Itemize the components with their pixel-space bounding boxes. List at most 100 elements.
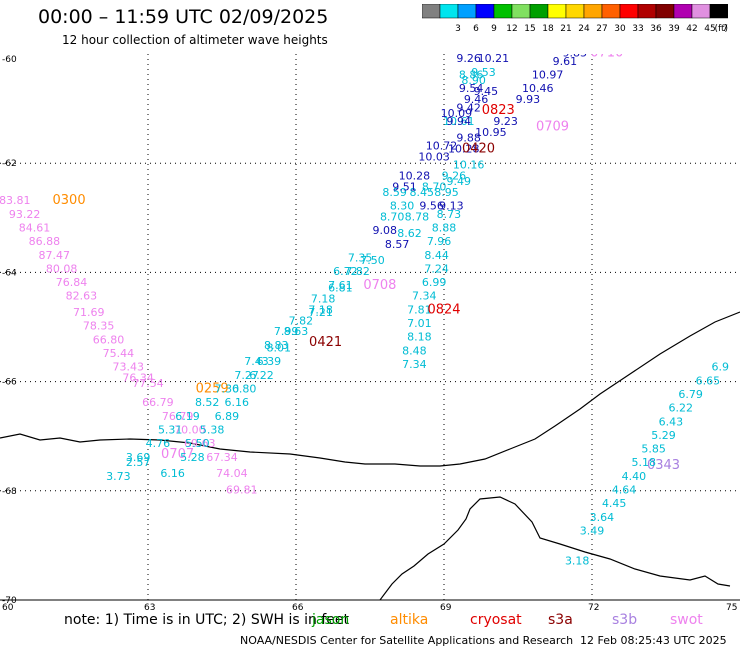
longitude-label: 72 [588,603,600,613]
legend-label: 12 [506,24,517,34]
pass-time-label: 0709 [536,119,569,134]
satellite-legend-swot: swot [670,612,703,628]
wave-height-value: 10.61 [443,115,475,128]
wave-height-value: 10.16 [453,159,485,172]
legend-label: 33 [632,24,643,34]
legend-swatch [475,4,495,19]
wave-height-value: 10.21 [478,54,510,65]
wave-height-value: 4.64 [612,484,637,497]
wave-height-value: 77.54 [132,377,164,390]
wave-height-value: 10.95 [475,126,507,139]
legend-swatch [547,4,567,19]
wave-height-value: 5.85 [641,443,666,456]
wave-height-value: 66.79 [142,396,174,409]
latitude-label: -68 [2,487,17,497]
legend-unit: (ft) [714,24,728,34]
pass-time-label: 0300 [53,193,86,208]
wave-height-value: 8.86 [459,69,484,82]
wave-height-value: 9.88 [456,131,481,144]
wave-height-value: 87.47 [39,249,71,262]
wave-height-value: 83.81 [0,194,31,207]
legend-swatch [709,4,728,19]
wave-height-value: 6.89 [215,410,240,423]
wave-height-value: 9.23 [493,115,518,128]
wave-height-value: 10.97 [532,69,564,82]
legend-swatch [565,4,585,19]
wave-height-value: 4.40 [622,470,647,483]
wave-height-value: 9.26 [456,54,481,65]
satellite-tracks: 83.8193.2284.6186.8887.4780.0876.8482.63… [0,54,729,568]
wave-height-value: 86.88 [29,235,61,248]
wave-height-value: 8.95 [434,186,459,199]
wave-height-value: 8.62 [397,227,422,240]
wave-height-value: 8.70 [380,211,405,224]
ice-shelf-path [379,496,731,601]
wave-height-value: 6.79 [678,388,703,401]
legend-label: 21 [560,24,571,34]
page-subtitle: 12 hour collection of altimeter wave hei… [62,33,328,47]
wave-height-value: 6.22 [249,369,274,382]
wave-height-value: 82.63 [66,290,98,303]
legend-swatch [439,4,459,19]
wave-height-value: 9.94 [447,115,472,128]
wave-height-value: 8.73 [437,208,462,221]
pass-time-label: 0420 [462,141,495,156]
legend-label: 27 [596,24,607,34]
wave-height-value: 6.65 [696,374,721,387]
legend-swatch [511,4,531,19]
wave-height-value: 84.61 [19,221,51,234]
wave-height-value: 7.35 [348,251,373,264]
wave-height-value: 7.18 [311,292,336,305]
legend-swatch [637,4,657,19]
wave-height-value: 10.46 [522,82,554,95]
legend-label: 36 [650,24,662,34]
wave-height-map: -60-62-64-66-68-70 83.8193.2284.6186.888… [0,54,740,604]
wave-height-value: 9.51 [392,181,417,194]
wave-height-value: 7.34 [412,290,437,303]
wave-height-value: 6.16 [160,467,185,480]
wave-height-value: 71.69 [73,306,105,319]
wave-height-value: 8.57 [385,238,410,251]
latitude-labels: -60 -62 -64 -66 -68 -70 [2,55,17,604]
pass-time-label: 0823 [482,103,515,118]
satellite-legend-altika: altika [390,612,429,628]
satellite-legend-cryosat: cryosat [470,612,522,628]
wave-height-value: 8.30 [390,200,415,213]
wave-height-value: 7.50 [360,254,385,267]
wave-height-value: 9.93 [516,93,541,106]
footer-credit: NOAA/NESDIS Center for Satellite Applica… [240,634,574,647]
longitude-label: 63 [144,603,156,613]
pass-time-label: 0707 [161,447,194,462]
wave-height-value: 93.22 [9,208,41,221]
wave-height-value: 6.39 [257,355,282,368]
wave-height-value: 8.48 [402,344,427,357]
legend-label: 6 [473,24,479,34]
legend-label: 24 [578,24,590,34]
legend-label: 18 [542,24,554,34]
wave-height-value: 76.84 [56,276,88,289]
wave-height-value: 6.72 [333,265,358,278]
legend-label: 45 [704,24,715,34]
legend-label: 39 [668,24,680,34]
satellite-legend-jason: jason [312,612,350,628]
footer-timestamp: 12 Feb 08:25:43 UTC 2025 [580,634,727,647]
wave-height-value: 5.31 [158,423,183,436]
wave-height-color-legend: 36912151821242730333639424570(ft) [422,4,728,34]
wave-height-value: 6.81 [328,282,353,295]
legend-swatch [457,4,477,19]
wave-height-value: 8.01 [266,342,291,355]
wave-height-value: 5.28 [180,451,205,464]
legend-label: 15 [524,24,535,34]
wave-height-value: 6.99 [422,276,447,289]
pass-time-label: 0824 [427,302,460,317]
wave-height-value: 75.44 [103,347,135,360]
latitude-label: -64 [2,268,17,278]
wave-height-value: 6.22 [669,402,694,415]
legend-swatch [691,4,711,19]
wave-height-value: 7.61 [328,279,353,292]
wave-height-value: 8.59 [382,186,407,199]
wave-height-value: 9.56 [419,200,444,213]
longitude-label: 66 [292,603,304,613]
coastline-path [0,311,740,467]
wave-height-value: 8.18 [407,331,432,344]
